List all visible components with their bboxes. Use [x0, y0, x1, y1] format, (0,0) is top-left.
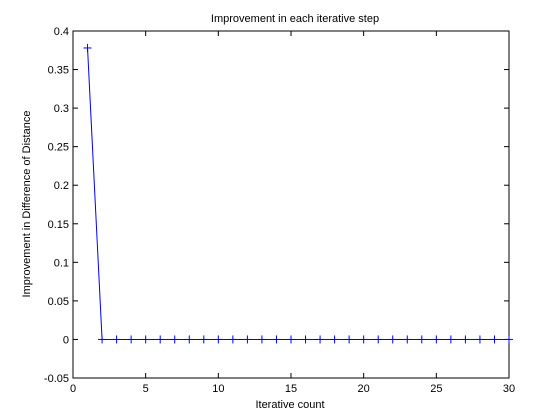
data-point	[490, 335, 499, 344]
data-point	[359, 335, 368, 344]
data-point	[475, 335, 484, 344]
y-tick-label: 0	[63, 334, 69, 346]
data-point	[185, 335, 194, 344]
x-axis-title: Iterative count	[255, 399, 324, 411]
data-point	[98, 335, 107, 344]
y-tick-label: 0.2	[54, 180, 69, 192]
data-point	[257, 335, 266, 344]
x-tick-label: 15	[285, 383, 297, 395]
plot-frame	[72, 30, 510, 379]
data-point	[214, 335, 223, 344]
y-tick-label: 0.25	[48, 142, 69, 154]
data-point	[112, 335, 121, 344]
data-point	[83, 43, 92, 52]
data-point	[374, 335, 383, 344]
data-point	[301, 335, 310, 344]
data-point	[388, 335, 397, 344]
x-tick-label: 25	[430, 383, 442, 395]
data-point	[228, 335, 237, 344]
data-point	[127, 335, 136, 344]
y-tick-label: 0.15	[48, 219, 69, 231]
y-tick-label: 0.35	[48, 65, 69, 77]
data-point	[287, 335, 295, 344]
x-tick-label: 0	[70, 383, 76, 395]
plot-area	[72, 30, 510, 379]
data-point	[446, 335, 455, 344]
data-point	[243, 335, 252, 344]
series-layer	[83, 43, 513, 344]
data-point	[505, 335, 513, 344]
data-point	[403, 335, 412, 344]
y-tick-label: 0.3	[54, 103, 69, 115]
data-point	[330, 335, 339, 344]
y-axis-title: Improvement in Difference of Distance	[21, 111, 33, 298]
data-point	[432, 335, 441, 344]
y-tick-label: 0.1	[54, 257, 69, 269]
y-tick-label: 0.05	[48, 296, 69, 308]
data-point	[461, 335, 470, 344]
x-axis: 0 5 10 15 20 25 30	[70, 31, 515, 395]
x-tick-label: 5	[143, 383, 149, 395]
x-tick-label: 30	[503, 383, 515, 395]
chart-title: Improvement in each iterative step	[211, 13, 379, 25]
data-point	[345, 335, 354, 344]
data-point	[156, 335, 165, 344]
y-axis: -0.05 0 0.05 0.1 0.15 0.2 0.25 0.3 0.35 0.4	[44, 26, 509, 385]
data-point	[170, 335, 179, 344]
data-point	[316, 335, 325, 344]
data-point	[199, 335, 208, 344]
x-tick-label: 10	[212, 383, 224, 395]
data-point	[272, 335, 281, 344]
data-point	[417, 335, 426, 344]
y-tick-label: -0.05	[44, 373, 69, 385]
x-tick-label: 20	[358, 383, 370, 395]
y-tick-label: 0.4	[54, 26, 69, 38]
data-point	[141, 335, 150, 344]
